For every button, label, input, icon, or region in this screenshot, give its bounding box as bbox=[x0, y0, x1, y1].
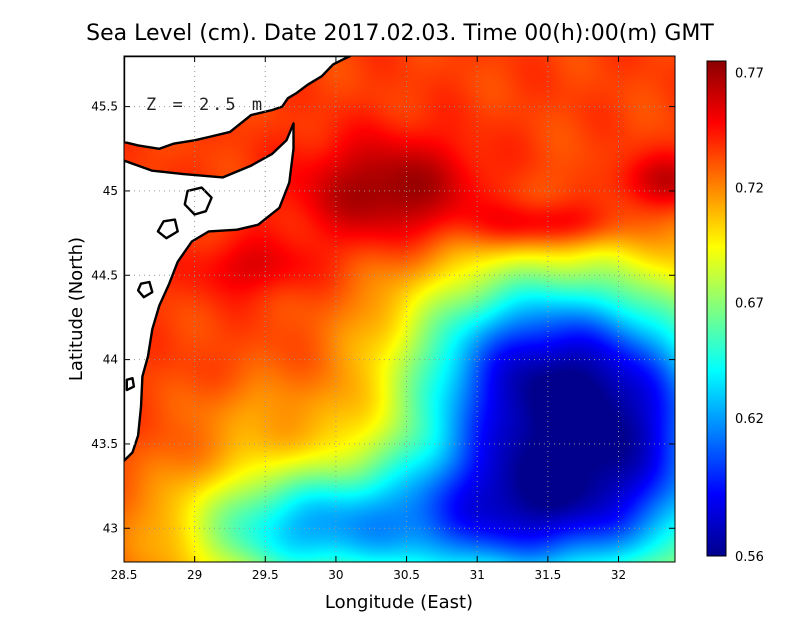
x-tick-label: 31 bbox=[470, 568, 485, 582]
x-axis-ticks: 28.5 29 29.5 30 30.5 31 31.5 32 bbox=[111, 56, 626, 582]
colorbar: 0.77 0.72 0.67 0.62 0.56 bbox=[706, 60, 764, 565]
colorbar-tick-label: 0.77 bbox=[735, 67, 764, 82]
colorbar-tick-label: 0.62 bbox=[735, 412, 764, 427]
x-tick-label: 29 bbox=[187, 568, 202, 582]
land-west bbox=[124, 122, 295, 462]
y-axis-label: Latitude (North) bbox=[66, 237, 87, 381]
lake-3 bbox=[136, 280, 154, 299]
sea-level-field bbox=[124, 56, 675, 562]
y-tick-label: 44.5 bbox=[91, 268, 118, 282]
y-axis-ticks: 43 43.5 44 44.5 45 45.5 bbox=[91, 100, 675, 535]
colorbar-tick-label: 0.72 bbox=[735, 182, 764, 197]
colorbar-ramp bbox=[706, 60, 727, 557]
y-tick-label: 43.5 bbox=[91, 437, 118, 451]
x-tick-label: 30 bbox=[328, 568, 343, 582]
y-tick-label: 45.5 bbox=[91, 100, 118, 114]
y-tick-label: 45 bbox=[103, 184, 118, 198]
map-panel: Z = 2.5 m bbox=[123, 55, 676, 563]
y-tick-label: 43 bbox=[103, 521, 118, 535]
land-north bbox=[124, 56, 352, 151]
colorbar-tick-label: 0.67 bbox=[735, 297, 764, 312]
colorbar-labels: 0.77 0.72 0.67 0.62 0.56 bbox=[735, 67, 764, 565]
coastline bbox=[124, 56, 352, 462]
x-tick-label: 29.5 bbox=[252, 568, 279, 582]
map-frame bbox=[123, 55, 676, 563]
x-axis-label: Longitude (East) bbox=[325, 592, 473, 613]
x-tick-label: 31.5 bbox=[534, 568, 561, 582]
lake-1 bbox=[183, 186, 213, 216]
y-tick-label: 44 bbox=[103, 353, 118, 367]
depth-label: Z = 2.5 m bbox=[146, 95, 265, 115]
colorbar-tick-label: 0.56 bbox=[735, 550, 764, 565]
chart-title: Sea Level (cm). Date 2017.02.03. Time 00… bbox=[86, 21, 714, 46]
graticule bbox=[124, 56, 675, 562]
x-tick-label: 28.5 bbox=[111, 568, 138, 582]
x-tick-label: 30.5 bbox=[393, 568, 420, 582]
lake-4 bbox=[125, 377, 136, 392]
lake-2 bbox=[156, 218, 179, 240]
x-tick-label: 32 bbox=[611, 568, 626, 582]
